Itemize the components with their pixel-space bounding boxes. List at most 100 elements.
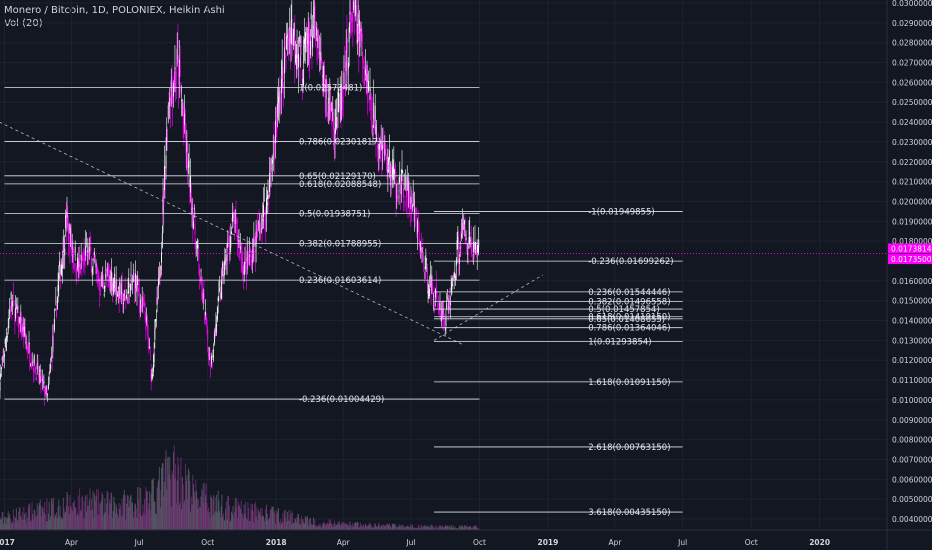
volume-bar bbox=[5, 524, 7, 530]
volume-bar bbox=[165, 450, 167, 530]
volume-bar bbox=[307, 524, 309, 530]
volume-bar bbox=[39, 502, 40, 530]
candle-up bbox=[374, 105, 376, 121]
volume-bar bbox=[286, 512, 288, 530]
volume-bar bbox=[152, 479, 154, 530]
candle-down bbox=[333, 134, 335, 143]
candle-up bbox=[467, 253, 468, 255]
volume-bar bbox=[290, 510, 292, 530]
candle-up bbox=[441, 315, 442, 321]
volume-bar bbox=[12, 509, 14, 530]
candle-up bbox=[428, 294, 430, 297]
candle-up bbox=[103, 293, 105, 296]
candle-up bbox=[1, 367, 2, 370]
candle-up bbox=[49, 370, 51, 373]
candle-up bbox=[58, 275, 60, 282]
volume-bar bbox=[363, 525, 365, 530]
volume-bar bbox=[403, 528, 405, 530]
volume-bar bbox=[220, 506, 222, 530]
volume-bar bbox=[368, 525, 369, 530]
volume-bar bbox=[170, 479, 171, 530]
volume-bar bbox=[140, 487, 142, 530]
volume-bar bbox=[477, 528, 479, 530]
candle-up bbox=[114, 273, 116, 284]
candle-up bbox=[123, 289, 125, 297]
candle-up bbox=[289, 27, 291, 29]
candle-down bbox=[414, 207, 416, 209]
volume-bar bbox=[231, 511, 232, 530]
trend-lines bbox=[0, 121, 543, 345]
candle-up bbox=[85, 246, 87, 256]
candle-down bbox=[316, 43, 318, 61]
candle-down bbox=[299, 57, 301, 66]
candle-up bbox=[129, 283, 131, 297]
volume-bar bbox=[385, 525, 387, 530]
volume-bar bbox=[448, 526, 450, 530]
volume-bar bbox=[461, 526, 463, 530]
volume-bar bbox=[466, 525, 468, 530]
volume-bar bbox=[281, 521, 283, 530]
volume-bar bbox=[411, 528, 413, 530]
volume-bar bbox=[222, 513, 224, 530]
volume-bar bbox=[68, 514, 70, 530]
volume-bar bbox=[306, 516, 308, 530]
candle-up bbox=[25, 342, 27, 344]
volume-bar bbox=[138, 487, 140, 530]
candle-up bbox=[173, 82, 174, 97]
volume-bar bbox=[305, 518, 307, 530]
volume-bar bbox=[199, 507, 201, 530]
candle-down bbox=[397, 197, 399, 199]
volume-bar bbox=[318, 525, 320, 530]
candle-up bbox=[113, 284, 115, 289]
volume-bar bbox=[473, 525, 475, 530]
candle-up bbox=[216, 324, 218, 327]
candle-down bbox=[94, 254, 96, 263]
candle-up bbox=[152, 374, 154, 377]
volume-bar bbox=[447, 526, 449, 530]
candle-up bbox=[224, 257, 226, 271]
candle-down bbox=[470, 240, 472, 245]
volume-bar bbox=[356, 522, 358, 530]
candle-up bbox=[335, 123, 337, 129]
candle-down bbox=[275, 125, 277, 136]
volume-bar bbox=[76, 516, 78, 530]
candle-up bbox=[18, 317, 20, 323]
volume-bar bbox=[93, 518, 95, 530]
candle-up bbox=[379, 145, 381, 150]
candle-up bbox=[450, 287, 452, 293]
volume-bar bbox=[242, 514, 244, 530]
candle-down bbox=[250, 250, 252, 252]
time-axis[interactable]: 2017 Apr Jul Oct 2018 Apr Jul Oct 2019 Apr Jul Oct 2… bbox=[0, 529, 932, 547]
volume-bar bbox=[8, 516, 10, 530]
candle-down bbox=[167, 135, 168, 142]
candle-down bbox=[225, 256, 227, 269]
candle-down bbox=[96, 264, 98, 269]
candle-up bbox=[65, 215, 66, 229]
candle-up bbox=[388, 150, 390, 161]
candle-up bbox=[123, 303, 125, 305]
candle-up bbox=[45, 386, 47, 394]
volume-bar bbox=[75, 507, 77, 530]
candle-down bbox=[126, 298, 128, 303]
volume-bar bbox=[231, 513, 233, 530]
volume-bar bbox=[158, 480, 160, 530]
volume-bar bbox=[121, 498, 123, 530]
volume-bar bbox=[38, 505, 40, 530]
volume-bar bbox=[126, 494, 128, 530]
candle-down bbox=[195, 242, 197, 254]
volume-bar bbox=[400, 525, 402, 530]
x-tick-label: 2018 bbox=[266, 538, 287, 547]
volume-bar bbox=[248, 521, 250, 530]
candle-up bbox=[267, 195, 269, 200]
volume-bar bbox=[292, 512, 294, 530]
candle-up bbox=[87, 243, 89, 255]
candle-down bbox=[423, 272, 425, 277]
candle-up bbox=[474, 242, 476, 250]
volume-bar bbox=[134, 504, 136, 530]
volume-bar bbox=[97, 489, 99, 530]
